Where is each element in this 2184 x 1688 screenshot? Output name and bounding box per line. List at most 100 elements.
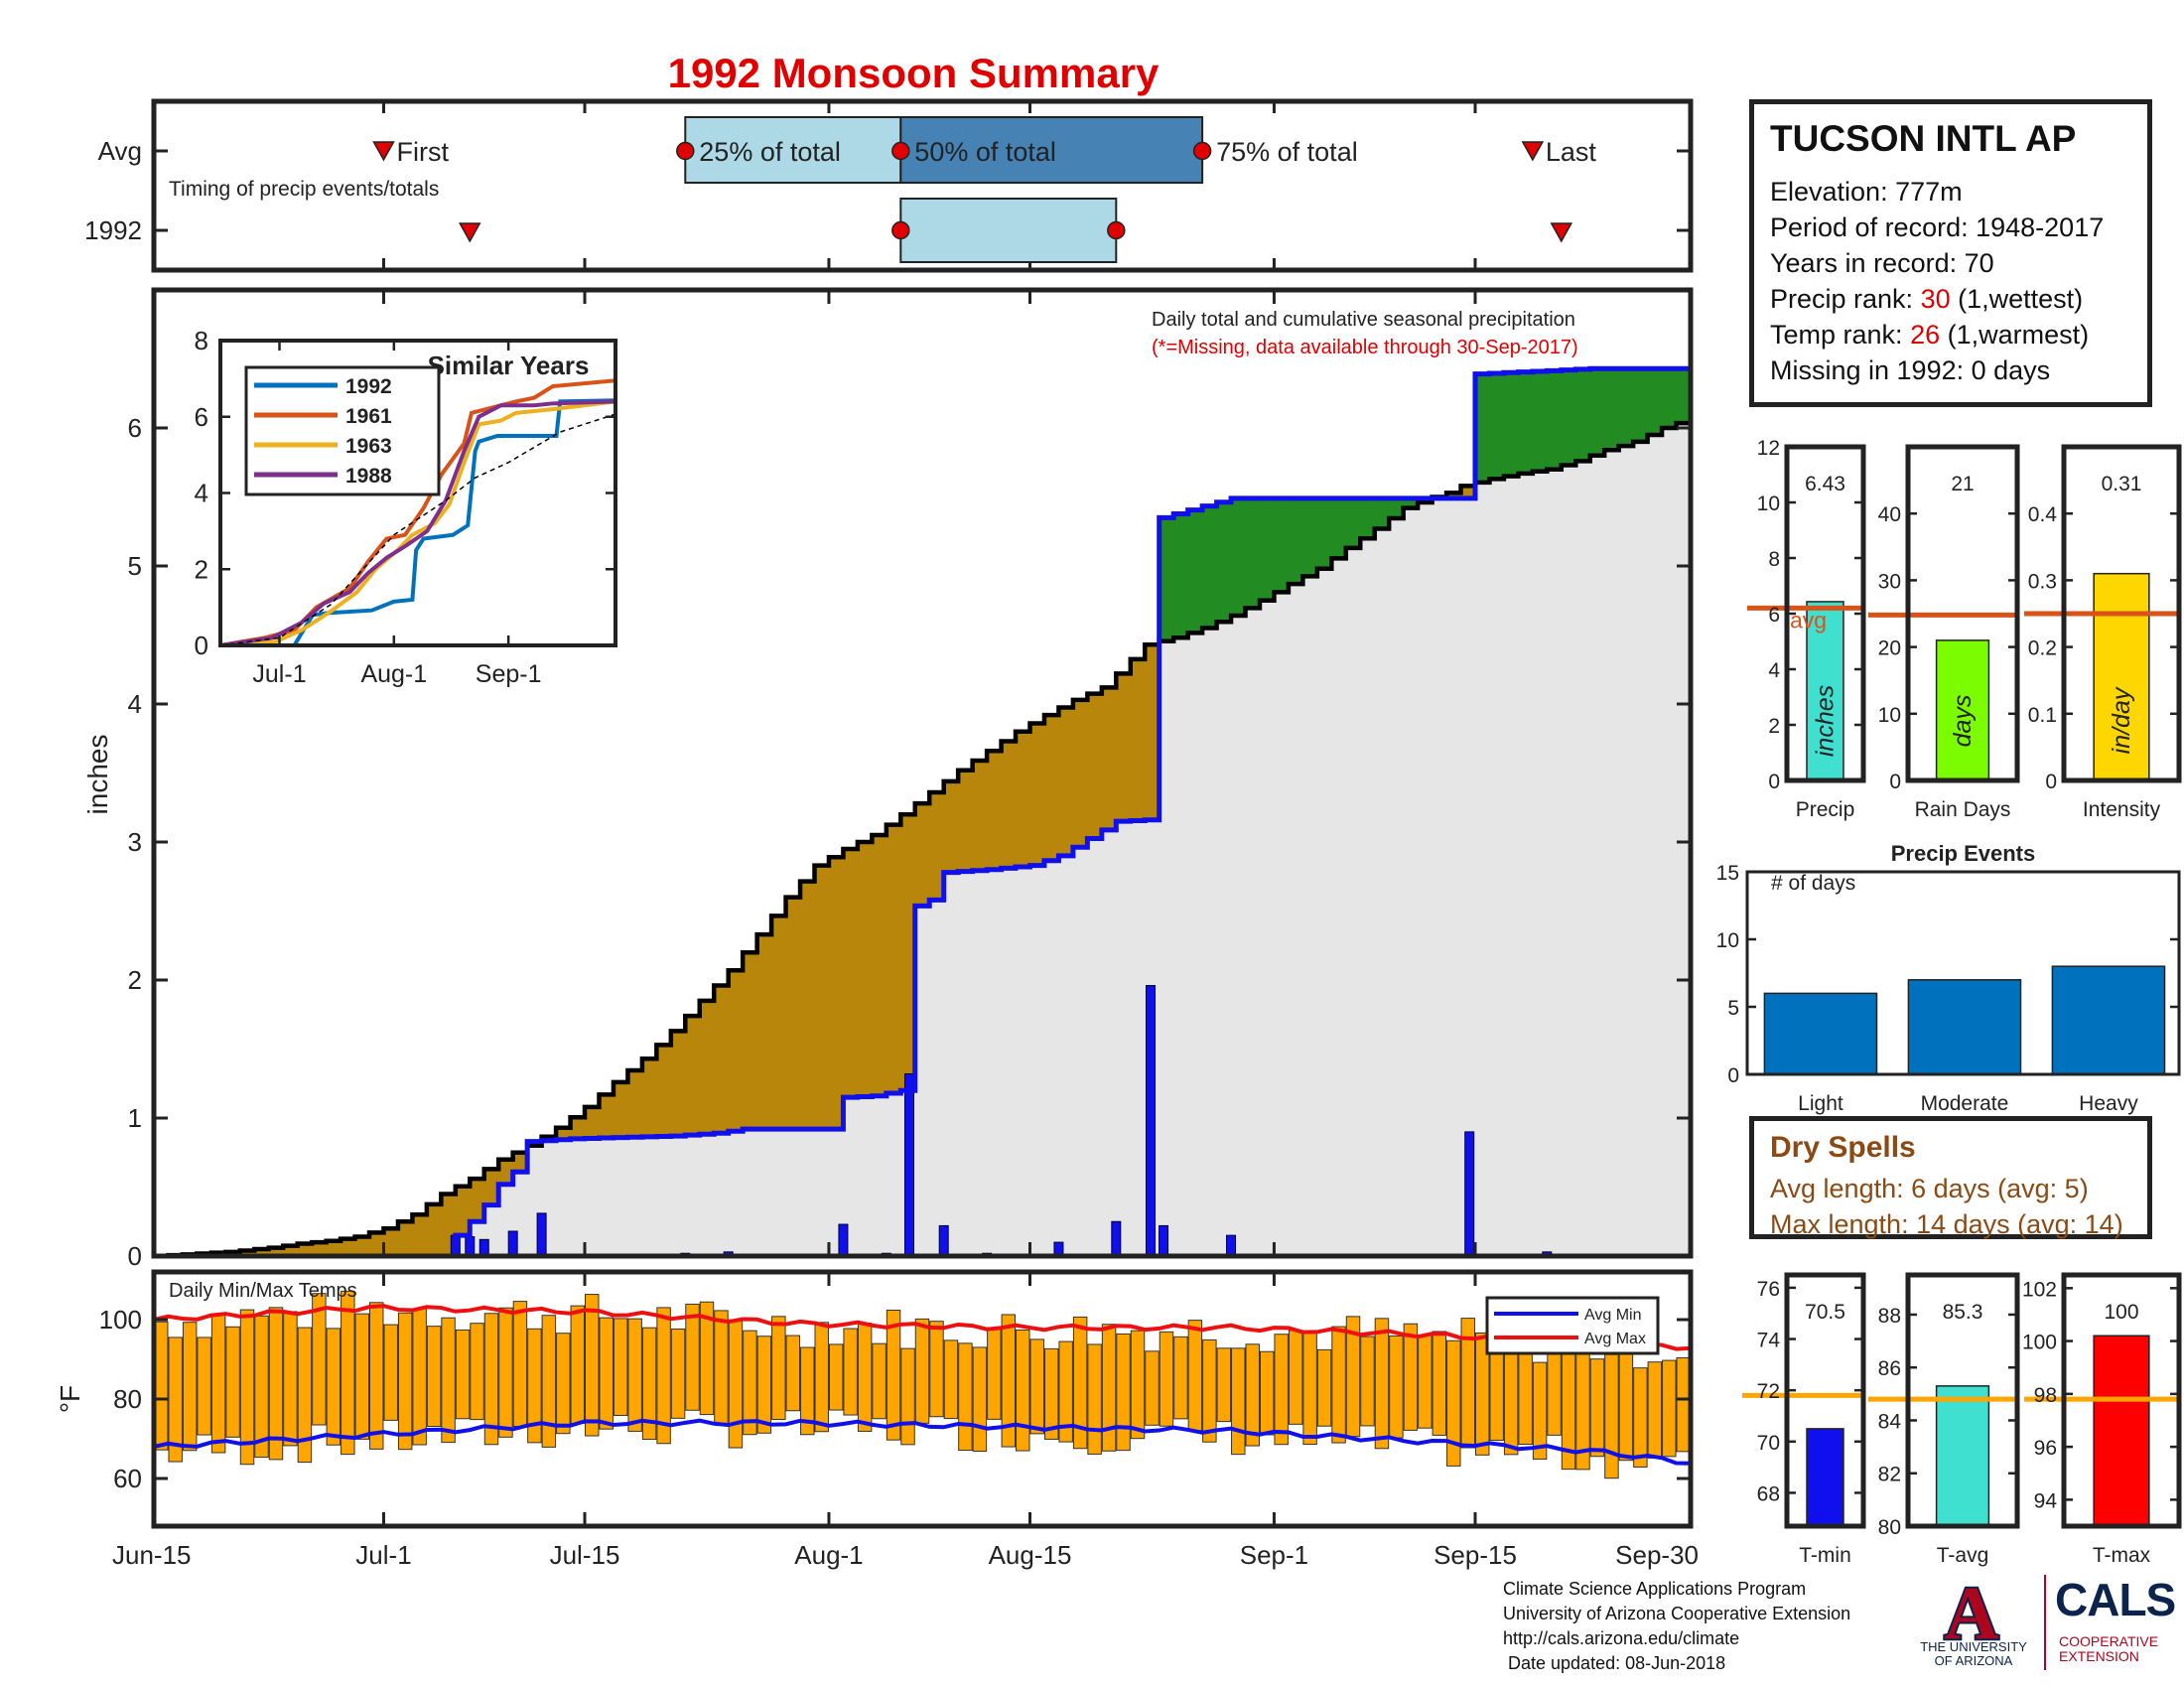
temp-range-bar (1676, 1356, 1692, 1453)
deficit-fill (1130, 658, 1146, 821)
temp-range-bar (412, 1308, 427, 1446)
year-last-marker (1550, 222, 1573, 243)
surplus-fill (1374, 497, 1390, 529)
temp-range-bar (426, 1326, 442, 1427)
timing-frame (151, 98, 1694, 273)
temp-range-bar (1187, 1320, 1203, 1432)
mini_tmin-value-label: 70.5 (1805, 1301, 1845, 1324)
avg-50-75-box (899, 116, 1204, 184)
temp-range-bar (570, 1305, 586, 1425)
temp-range-bar (900, 1347, 915, 1446)
page-title: 1992 Monsoon Summary (668, 50, 1160, 96)
temp-rank-suffix: (1,warmest) (1940, 320, 2090, 350)
similar-series-1988 (219, 399, 616, 647)
temp-range-bar (354, 1313, 370, 1440)
events-x-label-heavy: Heavy (2079, 1092, 2138, 1115)
mini_tmax-bar (2093, 1335, 2150, 1527)
temp-range-bar (1374, 1318, 1390, 1450)
surplus-fill (1575, 368, 1591, 462)
surplus-fill (1245, 497, 1261, 609)
temp-y-tick-label: 80 (113, 1384, 142, 1414)
mini_intensity-bar (2093, 572, 2150, 781)
temp-range-bar (1288, 1330, 1303, 1425)
temp-range-bar (326, 1328, 341, 1446)
credits-line-3: http://cals.arizona.edu/climate (1503, 1628, 1740, 1648)
mini_intensity-y-tick-label: 0.1 (2028, 704, 2057, 727)
temp-range-bar (1503, 1340, 1519, 1456)
deficit-fill (397, 1221, 414, 1256)
deficit-fill (627, 1070, 643, 1138)
surplus-fill (1403, 497, 1419, 508)
surplus-fill (1589, 368, 1605, 456)
events-bar-heavy (2051, 965, 2166, 1075)
temp-range-bar (541, 1315, 557, 1448)
ua-logo-letter: A (1945, 1575, 1999, 1655)
temp-range-bar (613, 1318, 628, 1416)
temp-range-bar (1058, 1340, 1073, 1443)
mini_raindays-value-label: 21 (1951, 473, 1974, 495)
precip-events-panel: Light Moderate Heavy 0 5 10 15 Precip Events # o… (1716, 841, 2181, 1115)
mini_precip-y-tick-label: 2 (1768, 715, 1780, 738)
surplus-fill (1202, 505, 1218, 629)
deficit-fill (1072, 699, 1088, 848)
x-tick-label-aug-1: Aug-1 (794, 1540, 863, 1570)
mini_tmax-y-tick-label: 96 (2034, 1437, 2057, 1460)
mini_precip-bar (1806, 601, 1844, 781)
temp-range-bar (455, 1329, 471, 1420)
deficit-fill (498, 1159, 514, 1185)
temp-range-bar (656, 1307, 671, 1445)
temp-rank-value: 26 (1910, 320, 1941, 350)
events-x-label-moderate: Moderate (1921, 1092, 2009, 1115)
ua-logo-text: THE UNIVERSITY OF ARIZONA (1916, 1640, 2031, 1668)
year-75pct-marker (1107, 220, 1126, 240)
mini_precip-y-tick-label: 4 (1768, 659, 1780, 682)
mini_tavg-y-tick-label: 88 (1878, 1305, 1901, 1328)
mini_intensity-y-tick-label: 0.2 (2028, 637, 2057, 660)
events-y-tick-label: 10 (1716, 929, 1739, 952)
deficit-fill (814, 865, 830, 1130)
temp-range-bar (1072, 1316, 1088, 1450)
temp-range-bar (857, 1323, 873, 1432)
temp-range-bar (1101, 1324, 1117, 1452)
mini_precip-x-label: Precip (1796, 798, 1855, 821)
deficit-fill (1101, 687, 1117, 830)
surplus-fill (1561, 369, 1576, 466)
timing-row-label-avg: Avg (98, 136, 142, 166)
surplus-fill (1259, 497, 1276, 601)
temp-range-bar (283, 1311, 298, 1447)
surplus-fill (1274, 497, 1290, 593)
temp-range-bar (1302, 1331, 1317, 1446)
events-y-tick-label: 0 (1727, 1064, 1739, 1087)
avg-max-line (153, 1304, 1692, 1351)
temp-range-bar (1331, 1326, 1346, 1444)
deficit-fill (1116, 673, 1132, 822)
surplus-fill (1618, 368, 1634, 447)
legend-label-1961: 1961 (345, 405, 392, 428)
events-y-tick-label: 5 (1727, 997, 1739, 1020)
timing-panel: Avg 1992 Timing of precip events/totals Fir… (84, 98, 1694, 273)
daily-precip-bar (1159, 1224, 1169, 1257)
deficit-fill (828, 857, 845, 1130)
deficit-fill (570, 1117, 586, 1139)
temps-y-label: °F (55, 1385, 85, 1413)
temp-range-bar (914, 1318, 930, 1424)
deficit-fill (987, 751, 1003, 870)
mini_tmax-value-label: 100 (2104, 1301, 2138, 1324)
temp-range-bar (1001, 1314, 1017, 1448)
period-label: Period of record: 1948-2017 (1770, 212, 2105, 242)
mini_tmax-y-tick-label: 102 (2022, 1278, 2057, 1301)
mini_tmax-y-tick-label: 98 (2034, 1384, 2057, 1407)
temp-range-bar (397, 1312, 413, 1451)
y-tick-label: 4 (128, 689, 142, 719)
temp-range-bar (527, 1328, 542, 1444)
temp-range-bar (1403, 1323, 1419, 1431)
temp-range-bar (670, 1329, 686, 1419)
mini-bar-panels: 0246810126.43Precipinchesavg01020304021R… (1742, 437, 2182, 1567)
deficit-fill (756, 934, 772, 1130)
surplus-fill (1231, 497, 1247, 617)
temp-range-bar (1116, 1333, 1131, 1452)
temp-range-bar (1662, 1359, 1677, 1458)
deficit-fill (254, 1249, 270, 1256)
credits-line-4: Date updated: 08-Jun-2018 (1503, 1653, 1726, 1673)
deficit-fill (369, 1232, 385, 1256)
